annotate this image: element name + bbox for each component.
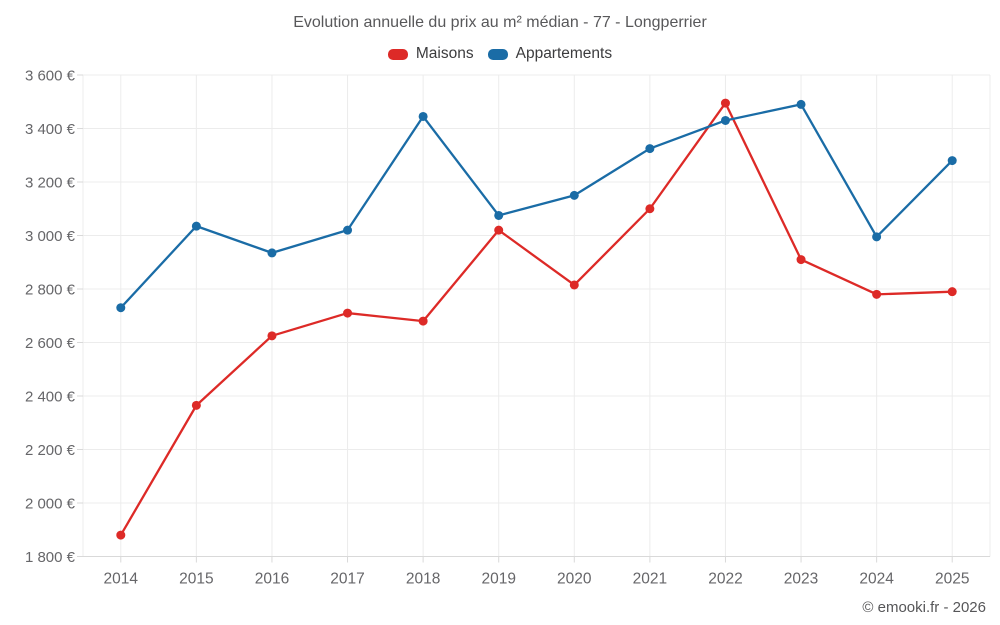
y-tick-label: 2 800 € <box>25 282 76 299</box>
data-point-maisons-2018[interactable] <box>418 316 428 326</box>
y-tick-label: 2 600 € <box>25 335 76 352</box>
chart-footer-credit: © emooki.fr - 2026 <box>862 599 986 616</box>
data-point-maisons-2016[interactable] <box>267 331 277 341</box>
axes <box>77 74 990 563</box>
data-point-appartements-2014[interactable] <box>116 303 126 313</box>
x-tick-label: 2025 <box>935 571 969 588</box>
y-tick-label: 3 400 € <box>25 121 76 138</box>
series-appartements <box>116 99 957 313</box>
data-point-appartements-2017[interactable] <box>343 225 353 235</box>
x-tick-label: 2019 <box>481 571 515 588</box>
x-tick-label: 2018 <box>406 571 440 588</box>
series-line <box>119 101 954 537</box>
data-point-appartements-2023[interactable] <box>796 99 806 109</box>
y-tick-label: 3 600 € <box>25 68 76 85</box>
series-line <box>119 103 954 309</box>
x-tick-label: 2022 <box>708 571 742 588</box>
data-point-appartements-2025[interactable] <box>947 156 957 166</box>
y-axis-labels: 1 800 € 2 000 € 2 200 € 2 400 € 2 600 € 2 800… <box>25 68 76 567</box>
grid <box>82 74 991 557</box>
data-point-maisons-2025[interactable] <box>947 287 957 297</box>
legend-label-maisons: Maisons <box>415 45 474 62</box>
y-tick-label: 1 800 € <box>25 549 76 566</box>
data-point-appartements-2019[interactable] <box>494 210 504 220</box>
y-tick-label: 2 200 € <box>25 442 76 459</box>
data-point-maisons-2019[interactable] <box>494 225 504 235</box>
legend-item-maisons[interactable]: Maisons <box>387 45 474 63</box>
data-point-maisons-2020[interactable] <box>569 280 579 290</box>
appartements-swatch-icon <box>487 48 508 60</box>
data-point-maisons-2022[interactable] <box>720 98 730 108</box>
data-point-maisons-2014[interactable] <box>116 530 126 540</box>
data-point-appartements-2016[interactable] <box>267 248 277 258</box>
legend-item-appartements[interactable]: Appartements <box>487 45 613 63</box>
x-tick-label: 2016 <box>255 571 289 588</box>
y-tick-label: 3 000 € <box>25 228 76 245</box>
x-tick-label: 2015 <box>179 571 213 588</box>
chart-legend: Maisons Appartements <box>0 45 1000 63</box>
data-point-appartements-2018[interactable] <box>418 111 428 121</box>
data-point-appartements-2022[interactable] <box>720 115 730 125</box>
data-point-maisons-2015[interactable] <box>191 400 201 410</box>
data-point-appartements-2020[interactable] <box>569 190 579 200</box>
data-point-maisons-2021[interactable] <box>645 204 655 214</box>
data-point-maisons-2024[interactable] <box>872 289 882 299</box>
data-point-appartements-2021[interactable] <box>645 144 655 154</box>
data-point-appartements-2015[interactable] <box>191 221 201 231</box>
series-maisons <box>116 98 957 540</box>
y-tick-label: 2 400 € <box>25 389 76 406</box>
x-tick-label: 2017 <box>330 571 364 588</box>
maisons-swatch-icon <box>387 48 408 60</box>
chart-title: Evolution annuelle du prix au m² médian … <box>293 14 707 31</box>
legend-label-appartements: Appartements <box>515 45 613 62</box>
y-tick-label: 2 000 € <box>25 496 76 513</box>
x-tick-label: 2021 <box>633 571 667 588</box>
data-point-maisons-2017[interactable] <box>343 308 353 318</box>
data-point-maisons-2023[interactable] <box>796 255 806 265</box>
data-point-appartements-2024[interactable] <box>872 232 882 242</box>
y-tick-label: 3 200 € <box>25 175 76 192</box>
x-axis-labels: 2014 2015 2016 2017 2018 2019 2020 2021 2022 2023… <box>104 571 970 588</box>
x-tick-label: 2020 <box>557 571 592 588</box>
x-tick-label: 2023 <box>784 571 818 588</box>
x-tick-label: 2014 <box>104 571 139 588</box>
x-tick-label: 2024 <box>859 571 894 588</box>
